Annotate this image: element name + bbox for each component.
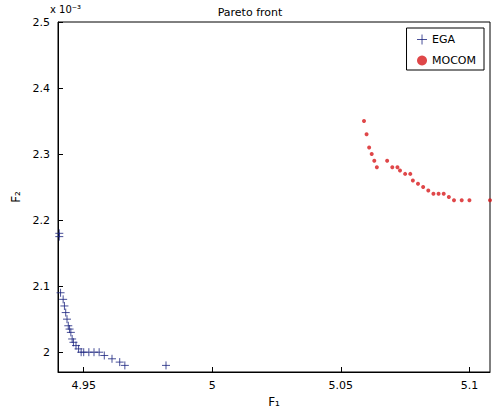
svg-text:2.5: 2.5 (33, 16, 51, 29)
svg-text:EGA: EGA (432, 33, 455, 46)
svg-text:5.1: 5.1 (461, 379, 479, 392)
svg-text:4.95: 4.95 (71, 379, 96, 392)
svg-text:2.1: 2.1 (33, 280, 51, 293)
svg-text:x 10⁻³: x 10⁻³ (50, 4, 81, 15)
svg-text:MOCOM: MOCOM (432, 54, 476, 67)
svg-text:2.3: 2.3 (33, 148, 51, 161)
svg-text:F₂: F₂ (9, 191, 23, 203)
svg-text:2.4: 2.4 (33, 82, 51, 95)
svg-text:Pareto front: Pareto front (218, 6, 283, 19)
svg-text:F₁: F₁ (268, 395, 280, 409)
svg-text:2: 2 (43, 346, 50, 359)
svg-text:2.2: 2.2 (33, 214, 51, 227)
svg-text:5: 5 (209, 379, 216, 392)
svg-text:5.05: 5.05 (329, 379, 354, 392)
